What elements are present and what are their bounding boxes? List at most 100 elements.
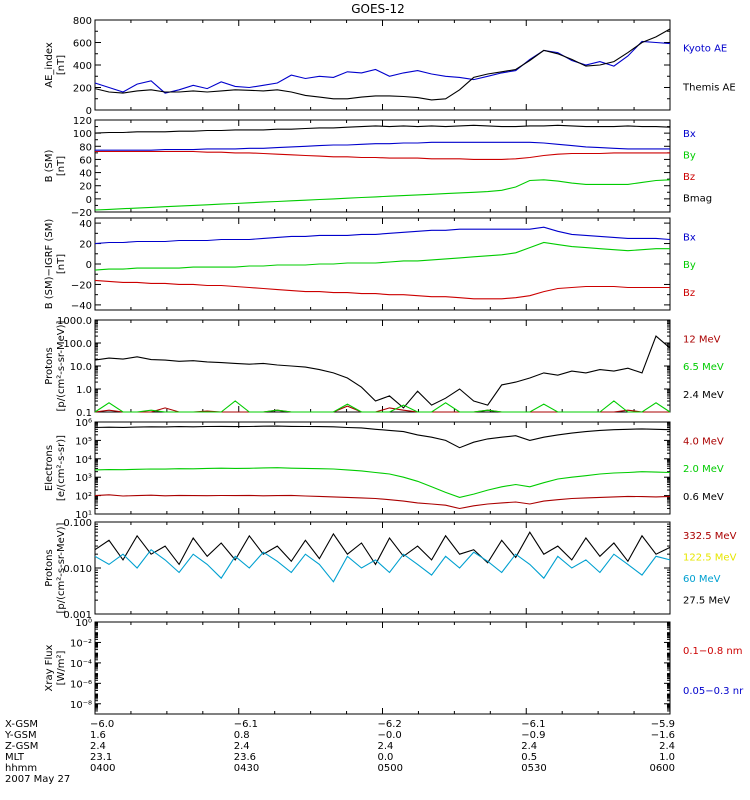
y-axis-label: Xray Flux <box>44 644 55 691</box>
series-line-kyoto-ae <box>94 40 671 94</box>
y-tick-label: 400 <box>73 61 92 72</box>
x-axis-value: −5.9 <box>651 719 675 730</box>
series-line-bz <box>95 150 670 160</box>
legend-entry: 0.05−0.3 nr <box>683 686 744 697</box>
legend-entry: 332.5 MeV <box>683 531 737 542</box>
legend-entry: 2.4 MeV <box>683 390 724 401</box>
series-line-by <box>94 179 671 211</box>
y-tick-label: 120 <box>73 116 92 127</box>
y-tick-label: 100 <box>73 129 92 140</box>
x-axis-value: 2.4 <box>90 741 106 752</box>
x-axis-value: 23.6 <box>234 752 256 763</box>
y-tick-label: 10³ <box>75 473 92 484</box>
legend-entry: Bx <box>683 129 696 140</box>
x-axis-value: 0400 <box>90 763 115 774</box>
panel-frame <box>94 119 671 213</box>
y-tick-label: 10⁰ <box>75 618 92 629</box>
y-tick-label: 10.0 <box>70 362 92 373</box>
x-axis-value: 0530 <box>521 763 546 774</box>
panel-protons_high: 0.001 0.010 0.100 Protons [p/(cm²-s-sr-MeV)]… <box>44 518 737 621</box>
x-axis-value: 2.4 <box>234 741 250 752</box>
x-axis-value: 0600 <box>650 763 675 774</box>
panel-ae: 0 200 400 600 800 AE_index [nT] Kyoto AE Themis … <box>44 16 736 117</box>
y-tick-label: 40 <box>79 219 92 230</box>
panel-electrons: 10¹ 10² 10³ 10⁴ 10⁵ 10⁶ Electrons [e/(cm²-s-sr)… <box>44 418 724 521</box>
y-tick-label: 200 <box>73 84 92 95</box>
y-axis-label: [e/(cm²-s-sr)] <box>56 435 67 501</box>
y-tick-label: 1000.0 <box>57 316 92 327</box>
legend-entry: Kyoto AE <box>683 43 727 54</box>
x-axis-row-label: hhmm <box>5 763 37 774</box>
x-axis-value: 2.4 <box>378 741 394 752</box>
x-axis-value: 0.0 <box>378 752 394 763</box>
x-axis-value: 0500 <box>378 763 403 774</box>
y-tick-label: −40 <box>71 301 92 312</box>
legend-entry: Bx <box>683 232 696 243</box>
y-axis-label: [p/(cm²-s-sr-MeV)] <box>56 522 67 613</box>
y-tick-label: 10⁵ <box>75 436 92 447</box>
panel-frame <box>94 621 671 715</box>
y-tick-label: 10⁻⁴ <box>70 659 92 670</box>
y-tick-label: 600 <box>73 39 92 50</box>
y-tick-label: 10¹ <box>75 510 92 521</box>
y-tick-label: 10⁻² <box>70 638 92 649</box>
y-axis-label: B (SM)−IGRF (SM) <box>44 219 55 310</box>
series-line-themis-ae <box>94 28 671 101</box>
y-axis-label: Protons <box>44 347 55 384</box>
y-axis-label: [p/(cm²-s-sr-MeV)] <box>56 320 67 411</box>
legend-entry: 2.0 MeV <box>683 464 724 475</box>
y-tick-label: 40 <box>79 169 92 180</box>
legend-entry: By <box>683 151 696 162</box>
legend-entry: 0.6 MeV <box>683 492 724 503</box>
y-tick-label: 0.010 <box>63 564 92 575</box>
series-line-by <box>94 241 670 271</box>
legend-entry: 4.0 MeV <box>683 436 724 447</box>
panel-frame <box>94 217 671 311</box>
y-axis-label: Protons <box>44 549 55 586</box>
x-axis-value: 0.5 <box>521 752 537 763</box>
y-tick-label: 0.1 <box>76 408 92 419</box>
legend-entry: 6.5 MeV <box>683 362 724 373</box>
y-tick-label: 800 <box>73 16 92 27</box>
y-tick-label: 0 <box>86 195 92 206</box>
x-axis-value: −0.0 <box>378 730 402 741</box>
x-axis-value: −6.1 <box>234 719 258 730</box>
y-tick-label: −20 <box>71 208 92 219</box>
series-line-0-6-mev <box>94 425 671 449</box>
y-tick-label: 0 <box>86 260 92 271</box>
x-axis-value: 2.4 <box>659 741 675 752</box>
legend-entry: 0.1−0.8 nm <box>683 646 742 657</box>
legend-entry: Bz <box>683 172 695 183</box>
y-tick-label: 1.0 <box>76 385 92 396</box>
legend-entry: Themis AE <box>682 82 736 93</box>
series-line-4-0-mev <box>94 494 671 510</box>
y-tick-label: 20 <box>79 182 92 193</box>
x-axis-value: −6.1 <box>521 719 545 730</box>
y-tick-label: 20 <box>79 240 92 251</box>
x-axis-row-label: Z-GSM <box>5 741 38 752</box>
panel-xray: 10⁻⁸ 10⁻⁶ 10⁻⁴ 10⁻² 10⁰ Xray Flux [W/m²] 0.1−0.… <box>44 618 744 715</box>
panel-frame <box>94 421 671 515</box>
y-tick-label: 10⁻⁶ <box>70 679 92 690</box>
y-tick-label: 10⁴ <box>75 455 92 466</box>
y-axis-label: B (SM) <box>44 149 55 182</box>
legend-entry: 122.5 MeV <box>683 553 737 564</box>
legend-entry: By <box>683 260 696 271</box>
legend-entry: Bmag <box>683 193 712 204</box>
legend-entry: Bz <box>683 288 695 299</box>
x-axis-row-label: MLT <box>5 752 25 763</box>
series-line-bx <box>95 141 670 151</box>
y-tick-label: 10⁻⁸ <box>70 700 92 711</box>
y-axis-label: [nT] <box>56 156 67 176</box>
series-line-bmag <box>94 124 671 134</box>
panel-bsm: −20 0 20 40 60 80 100 120 B (SM) [nT] Bx By Bz Bmag <box>44 116 712 219</box>
series-line-bx <box>94 226 671 245</box>
series-line-bz <box>94 279 670 300</box>
series-line-27-5-mev <box>94 531 671 566</box>
y-tick-label: 60 <box>79 155 92 166</box>
panel-protons_low: 0.1 1.0 10.0 100.0 1000.0 Protons [p/(cm²-s-sr… <box>44 316 724 419</box>
y-axis-label: [W/m²] <box>56 650 67 685</box>
